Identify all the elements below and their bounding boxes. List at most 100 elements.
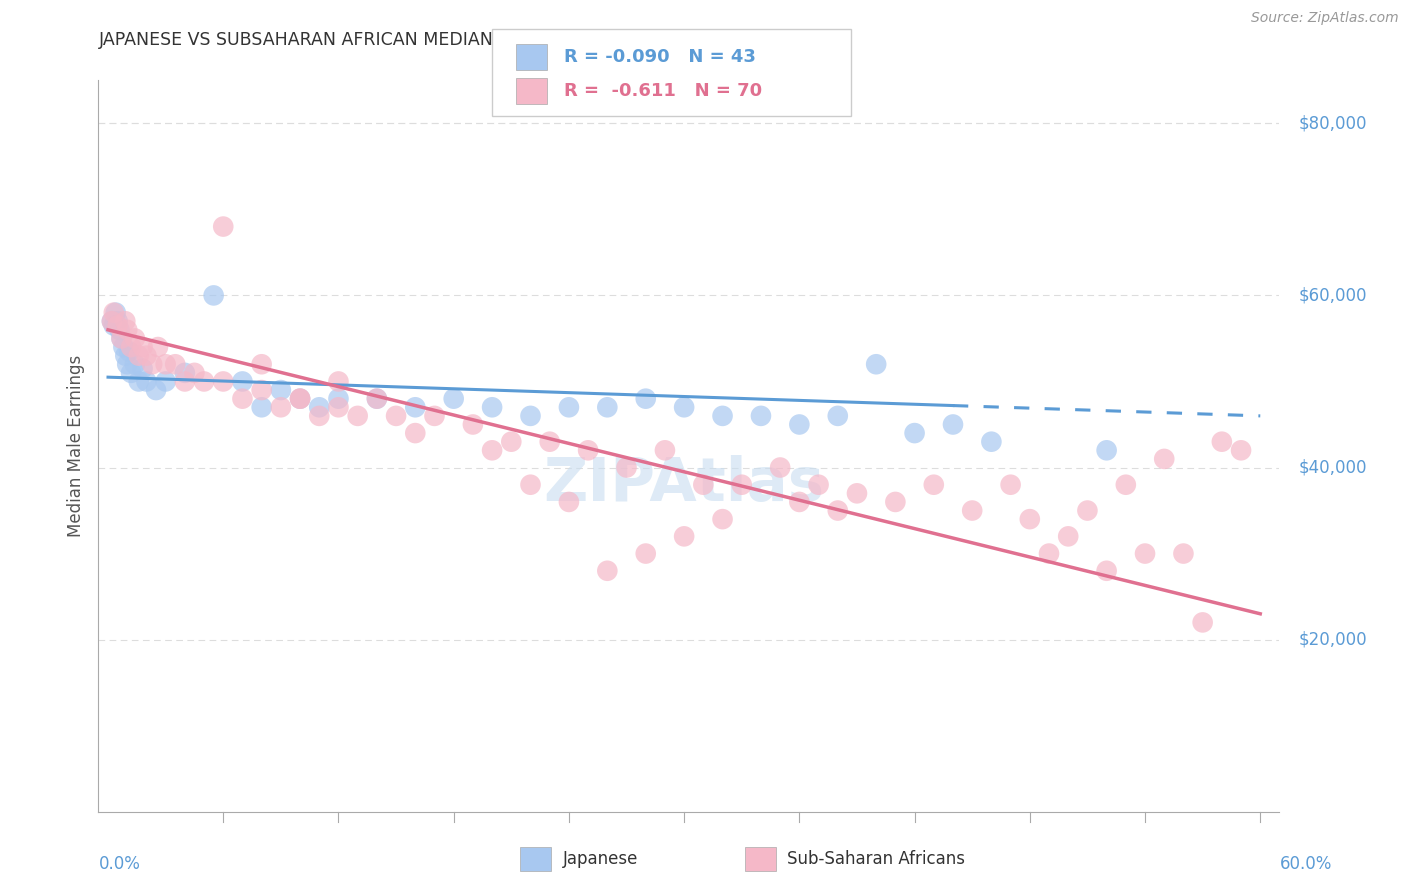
Point [115, 323, 138, 337]
Text: $80,000: $80,000 [1299, 114, 1367, 132]
Text: ZIPAtlas: ZIPAtlas [544, 455, 825, 514]
Point [749, 409, 772, 423]
Point [807, 477, 830, 491]
Point [270, 401, 292, 415]
Point [173, 375, 195, 389]
Point [128, 349, 150, 363]
Point [120, 366, 142, 380]
Point [1133, 547, 1156, 561]
Point [1000, 477, 1022, 491]
Point [404, 426, 426, 441]
Point [1095, 443, 1118, 458]
Point [596, 564, 619, 578]
Point [769, 460, 792, 475]
Point [501, 434, 523, 449]
Point [288, 392, 311, 406]
Point [346, 409, 368, 423]
Point [308, 401, 330, 415]
Point [1095, 564, 1118, 578]
Point [118, 344, 141, 359]
Point [183, 366, 205, 380]
Point [519, 477, 541, 491]
Point [107, 314, 129, 328]
Point [114, 349, 136, 363]
Point [202, 288, 225, 302]
Point [634, 392, 657, 406]
Point [1191, 615, 1213, 630]
Point [308, 409, 330, 423]
Point [231, 392, 253, 406]
Text: R =  -0.611   N = 70: R = -0.611 N = 70 [564, 82, 762, 100]
Point [328, 401, 350, 415]
Point [270, 383, 292, 397]
Point [827, 409, 849, 423]
Point [288, 392, 311, 406]
Point [101, 314, 124, 328]
Point [673, 529, 696, 543]
Point [1115, 477, 1137, 491]
Text: $60,000: $60,000 [1299, 286, 1367, 304]
Point [103, 305, 125, 319]
Point [112, 340, 135, 354]
Point [128, 375, 150, 389]
Point [903, 426, 925, 441]
Point [212, 375, 235, 389]
Text: R = -0.090   N = 43: R = -0.090 N = 43 [564, 48, 755, 66]
Point [692, 477, 714, 491]
Point [193, 375, 215, 389]
Text: 60.0%: 60.0% [1279, 855, 1331, 872]
Point [328, 392, 350, 406]
Point [538, 434, 561, 449]
Point [250, 357, 273, 371]
Text: $40,000: $40,000 [1299, 458, 1367, 476]
Point [1153, 451, 1175, 466]
Point [423, 409, 446, 423]
Point [576, 443, 599, 458]
Point [616, 460, 638, 475]
Point [108, 323, 131, 337]
Point [131, 361, 153, 376]
Point [1173, 547, 1195, 561]
Point [404, 401, 426, 415]
Point [884, 495, 907, 509]
Point [110, 331, 132, 345]
Point [1057, 529, 1080, 543]
Point [846, 486, 869, 500]
Point [366, 392, 388, 406]
Point [596, 401, 619, 415]
Point [120, 340, 142, 354]
Point [481, 401, 503, 415]
Point [101, 314, 124, 328]
Point [250, 383, 273, 397]
Point [131, 340, 153, 354]
Text: Sub-Saharan Africans: Sub-Saharan Africans [787, 850, 966, 868]
Point [114, 314, 136, 328]
Point [103, 318, 125, 333]
Point [231, 375, 253, 389]
Text: Japanese: Japanese [562, 850, 638, 868]
Text: Source: ZipAtlas.com: Source: ZipAtlas.com [1251, 11, 1399, 25]
Point [104, 305, 127, 319]
Point [558, 495, 581, 509]
Point [673, 401, 696, 415]
Point [558, 401, 581, 415]
Point [1018, 512, 1040, 526]
Point [461, 417, 484, 432]
Point [1230, 443, 1253, 458]
Point [942, 417, 965, 432]
Point [519, 409, 541, 423]
Point [115, 357, 138, 371]
Point [107, 318, 129, 333]
Point [731, 477, 754, 491]
Point [960, 503, 983, 517]
Point [1211, 434, 1233, 449]
Point [827, 503, 849, 517]
Point [443, 392, 465, 406]
Point [1076, 503, 1098, 517]
Point [481, 443, 503, 458]
Point [634, 547, 657, 561]
Point [865, 357, 887, 371]
Y-axis label: Median Male Earnings: Median Male Earnings [66, 355, 84, 537]
Point [288, 392, 311, 406]
Point [980, 434, 1002, 449]
